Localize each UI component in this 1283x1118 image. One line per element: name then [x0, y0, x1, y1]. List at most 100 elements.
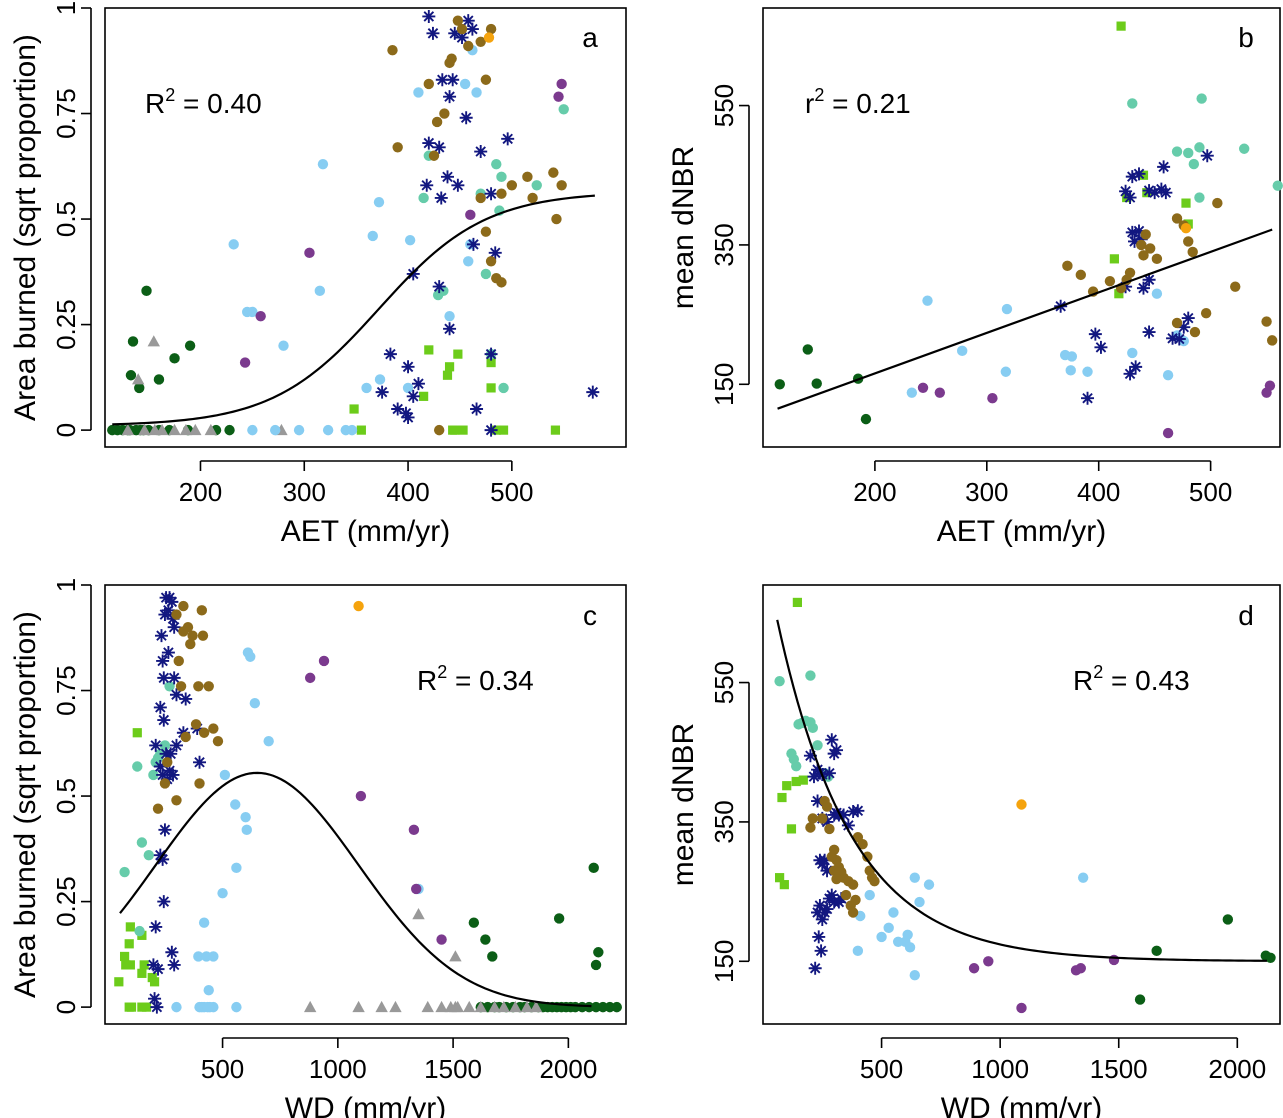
point-b-s7-0: [1180, 222, 1192, 234]
point-a-s6-18: [548, 167, 559, 178]
point-d-s4-9: [811, 794, 825, 808]
point-a-s5-8: [455, 31, 469, 45]
point-c-s5-38: [163, 764, 177, 778]
point-a-s5-9: [459, 111, 473, 125]
series-a-navy-asterisk: [375, 9, 600, 437]
point-d-s4-22: [820, 864, 834, 878]
point-a-s6-5: [439, 108, 450, 119]
point-a-s5-3: [443, 90, 457, 104]
point-b-s6-0: [917, 382, 929, 393]
point-c-s5-10: [161, 646, 175, 660]
series-b-light_green-square: [1109, 21, 1193, 299]
point-c-s0-1: [480, 934, 491, 945]
y-axis-title-d: mean dNBR: [667, 723, 700, 886]
y-axis-title-a: Area burned (sqrt proportion): [9, 34, 42, 421]
point-d-s4-11: [820, 815, 834, 829]
point-d-s3-2: [864, 889, 875, 901]
point-b-s5-17: [1212, 197, 1223, 209]
point-a-s1-7: [179, 423, 193, 436]
point-c-s4-1: [193, 951, 204, 962]
point-a-s0-20: [184, 340, 196, 351]
point-a-s6-10: [463, 40, 474, 52]
point-c-s6-13: [152, 803, 164, 814]
y-tick-label-d-1: 350: [709, 800, 739, 843]
point-c-s5-16: [157, 713, 171, 727]
point-a-s6-7: [446, 53, 457, 64]
point-a-s4-20: [459, 78, 471, 90]
point-a-s4-15: [374, 374, 386, 385]
point-c-s1-7: [435, 1000, 448, 1013]
point-c-s4-15: [249, 697, 261, 709]
point-d-s4-18: [851, 804, 865, 818]
point-a-s0-13: [224, 424, 235, 436]
point-a-s3-10: [498, 382, 509, 394]
point-d-s4-27: [834, 892, 848, 906]
point-a-s1-9: [204, 423, 218, 436]
point-b-s5-22: [1189, 326, 1201, 338]
point-a-s5-7: [465, 22, 479, 36]
point-c-s2-2: [124, 939, 134, 949]
point-a-s5-17: [474, 145, 488, 159]
series-b-purple-circle: [917, 380, 1276, 439]
series-d-purple-circle: [968, 954, 1120, 1014]
point-c-s3-0: [119, 866, 130, 878]
point-a-s4-17: [404, 234, 416, 246]
y-tick-label-c-4: 1: [51, 578, 81, 592]
point-a-s5-5: [448, 26, 462, 40]
y-tick-label-a-4: 1: [51, 1, 81, 15]
x-tick-label-c-0: 500: [201, 1054, 244, 1084]
point-c-s6-5: [190, 719, 202, 730]
point-a-s4-11: [346, 424, 358, 436]
point-b-s3-0: [906, 387, 918, 398]
point-c-s5-32: [165, 945, 179, 959]
x-tick-label-c-2: 1500: [424, 1054, 482, 1084]
point-c-s1-16: [529, 1000, 543, 1013]
x-tick-label-a-0: 200: [179, 477, 222, 507]
point-b-s4-10: [1128, 234, 1142, 248]
point-d-s6-2: [1016, 1002, 1027, 1014]
point-a-s6-0: [387, 45, 398, 56]
point-c-s5-31: [149, 920, 163, 934]
point-a-s2-11: [486, 383, 496, 393]
point-a-s0-19: [169, 353, 180, 364]
point-c-s1-4: [375, 1000, 388, 1013]
point-c-s4-11: [240, 811, 251, 823]
point-c-s5-12: [169, 688, 183, 702]
point-a-s5-33: [484, 423, 498, 437]
point-c-s1-14: [509, 1000, 522, 1013]
point-c-s2-6: [137, 968, 147, 978]
panel-letter-a: a: [582, 22, 598, 53]
point-c-s1-11: [474, 1000, 487, 1013]
point-b-s4-5: [1148, 186, 1162, 200]
point-b-s5-18: [1230, 281, 1241, 292]
point-b-s4-27: [1200, 149, 1214, 163]
point-b-s4-1: [1123, 191, 1137, 205]
point-d-s5-2: [817, 813, 828, 824]
point-c-s6-14: [159, 778, 171, 789]
point-d-s4-15: [837, 808, 851, 822]
y-tick-label-b-1: 350: [709, 223, 739, 266]
y-tick-label-c-0: 0: [51, 1000, 81, 1014]
point-a-s3-7: [491, 158, 502, 170]
plot-frame-c: [104, 584, 627, 1025]
x-tick-label-d-1: 1000: [971, 1054, 1029, 1084]
point-b-s4-18: [1181, 311, 1195, 325]
point-a-s4-16: [402, 382, 414, 394]
x-axis-a: 200 300 400 500 AET (mm/yr): [179, 460, 534, 548]
point-b-s5-15: [1187, 246, 1198, 258]
point-b-s4-23: [1094, 340, 1108, 354]
point-a-s5-16: [451, 178, 465, 192]
series-b-orange-circle: [1180, 222, 1192, 234]
point-b-s4-19: [1172, 332, 1186, 346]
x-axis-title-b: AET (mm/yr): [937, 515, 1106, 548]
point-d-s5-25: [831, 873, 842, 885]
point-c-s0-5: [590, 959, 602, 971]
point-a-s4-2: [247, 306, 258, 318]
x-tick-label-b-0: 200: [853, 477, 896, 507]
point-b-s3-1: [922, 295, 933, 306]
point-d-s4-0: [803, 749, 817, 763]
point-a-s4-19: [444, 310, 455, 322]
point-d-s0-1: [1151, 945, 1162, 957]
point-d-s5-22: [847, 907, 859, 918]
point-a-s5-0: [422, 9, 436, 23]
